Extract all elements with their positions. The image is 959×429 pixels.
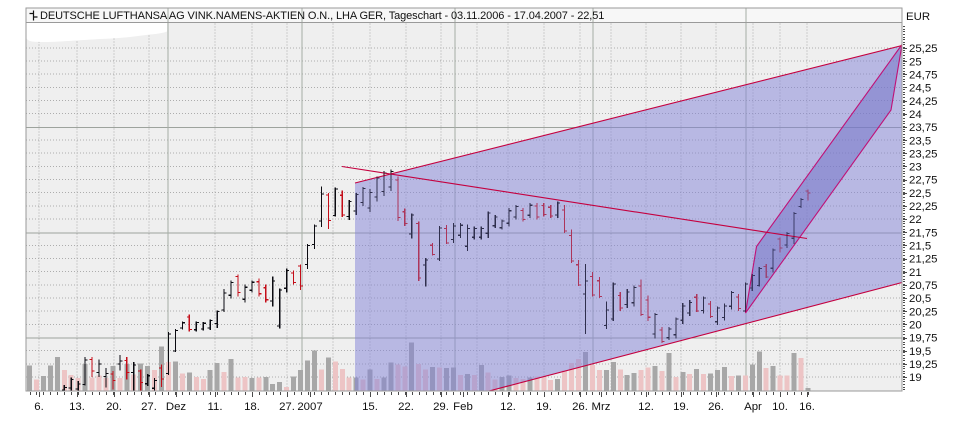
svg-text:10.: 10. bbox=[772, 401, 788, 413]
svg-text:12.: 12. bbox=[500, 401, 516, 413]
svg-text:22,75: 22,75 bbox=[909, 175, 938, 187]
svg-text:11.: 11. bbox=[208, 401, 223, 413]
svg-text:Apr: Apr bbox=[744, 401, 762, 413]
svg-text:23,25: 23,25 bbox=[909, 148, 938, 160]
svg-text:22: 22 bbox=[909, 214, 922, 226]
svg-text:27.: 27. bbox=[279, 401, 295, 413]
svg-text:19.: 19. bbox=[536, 401, 552, 413]
svg-text:16.: 16. bbox=[799, 401, 815, 413]
svg-text:21,5: 21,5 bbox=[909, 241, 931, 253]
svg-text:26.: 26. bbox=[572, 401, 588, 413]
svg-text:24,25: 24,25 bbox=[909, 96, 938, 108]
svg-text:19,75: 19,75 bbox=[909, 333, 938, 345]
svg-text:21: 21 bbox=[909, 267, 922, 279]
svg-text:2007: 2007 bbox=[297, 401, 322, 413]
svg-text:21,75: 21,75 bbox=[909, 227, 938, 239]
svg-text:Dez: Dez bbox=[166, 401, 187, 413]
svg-text:24,75: 24,75 bbox=[909, 69, 938, 81]
svg-text:Mrz: Mrz bbox=[592, 401, 611, 413]
svg-text:19,25: 19,25 bbox=[909, 359, 938, 371]
svg-text:27.: 27. bbox=[141, 401, 157, 413]
svg-text:20,25: 20,25 bbox=[909, 306, 938, 318]
svg-text:21,25: 21,25 bbox=[909, 254, 938, 266]
svg-text:23,5: 23,5 bbox=[909, 135, 931, 147]
svg-text:20,75: 20,75 bbox=[909, 280, 938, 292]
svg-text:15.: 15. bbox=[362, 401, 378, 413]
svg-text:29.: 29. bbox=[433, 401, 449, 413]
svg-text:18.: 18. bbox=[244, 401, 260, 413]
svg-text:24,5: 24,5 bbox=[909, 83, 931, 95]
svg-text:23,75: 23,75 bbox=[909, 122, 938, 134]
svg-text:20.: 20. bbox=[106, 401, 122, 413]
svg-text:22,5: 22,5 bbox=[909, 188, 931, 200]
svg-text:23: 23 bbox=[909, 162, 922, 174]
svg-text:19.: 19. bbox=[673, 401, 689, 413]
svg-text:EUR: EUR bbox=[906, 11, 930, 23]
svg-text:19,5: 19,5 bbox=[909, 346, 931, 358]
svg-text:19: 19 bbox=[909, 372, 922, 384]
svg-text:26.: 26. bbox=[708, 401, 724, 413]
svg-text:25,25: 25,25 bbox=[909, 43, 938, 55]
svg-text:20: 20 bbox=[909, 320, 922, 332]
svg-text:22.: 22. bbox=[398, 401, 414, 413]
svg-text:20,5: 20,5 bbox=[909, 293, 931, 305]
svg-text:DEUTSCHE LUFTHANSA AG VINK.NAM: DEUTSCHE LUFTHANSA AG VINK.NAMENS-AKTIEN… bbox=[40, 10, 604, 22]
svg-text:22,25: 22,25 bbox=[909, 201, 938, 213]
svg-text:Feb: Feb bbox=[453, 401, 473, 413]
svg-text:24: 24 bbox=[909, 109, 922, 121]
svg-text:25: 25 bbox=[909, 56, 922, 68]
svg-text:12.: 12. bbox=[638, 401, 654, 413]
svg-text:6.: 6. bbox=[34, 401, 44, 413]
svg-text:13.: 13. bbox=[69, 401, 85, 413]
